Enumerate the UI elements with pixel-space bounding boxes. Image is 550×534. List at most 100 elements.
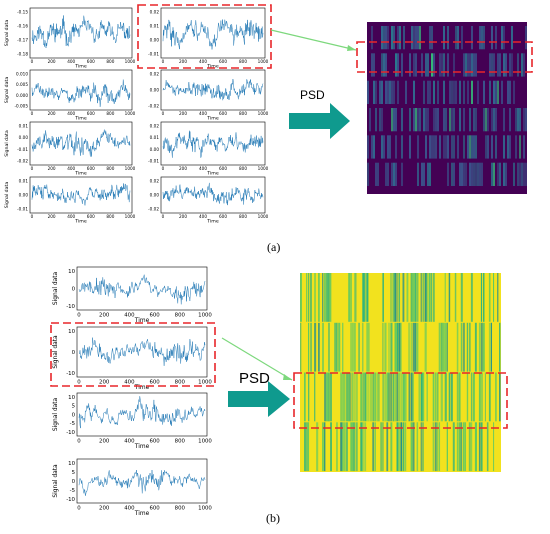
heat-cell xyxy=(433,53,435,77)
heat-cell xyxy=(308,422,310,472)
heat-cell xyxy=(420,422,423,472)
heat-cell xyxy=(394,273,397,322)
heat-cell xyxy=(413,53,415,77)
heat-cell xyxy=(449,108,451,132)
x-tick-label: 0 xyxy=(77,379,81,385)
heat-cell xyxy=(470,422,473,472)
heat-cell xyxy=(379,80,381,104)
heat-cell xyxy=(495,372,497,422)
heat-cell xyxy=(401,108,403,132)
heat-cell xyxy=(348,273,351,322)
y-tick-label: -10 xyxy=(66,497,75,503)
heat-cell xyxy=(395,108,397,132)
heat-cell xyxy=(491,53,493,77)
heat-cell xyxy=(495,135,497,159)
heat-cell xyxy=(513,80,515,104)
heat-cell xyxy=(448,372,451,422)
signal-trace xyxy=(162,182,264,206)
heat-cell xyxy=(469,108,471,132)
heat-cell xyxy=(404,422,407,472)
heat-cell xyxy=(342,422,344,472)
x-axis-label: Time xyxy=(134,444,150,450)
x-tick-label: 800 xyxy=(175,312,186,318)
heat-cell xyxy=(362,372,364,422)
psd-arrow-b-label: PSD xyxy=(239,370,270,387)
x-tick-label: 400 xyxy=(124,505,135,511)
heat-cell xyxy=(396,322,399,372)
heat-cell xyxy=(406,273,409,322)
heat-cell xyxy=(462,422,465,472)
heat-cell xyxy=(470,372,473,422)
heat-cell xyxy=(413,80,415,104)
heat-cell xyxy=(434,372,437,422)
heat-cell xyxy=(385,53,387,77)
heat-cell xyxy=(310,322,313,372)
heat-cell xyxy=(455,26,457,50)
x-tick-label: 800 xyxy=(106,214,114,219)
heat-cell xyxy=(399,26,401,50)
y-tick-label: -0.01 xyxy=(148,51,159,56)
heat-cell xyxy=(354,372,356,422)
heat-cell xyxy=(452,422,455,472)
heat-cell xyxy=(499,162,501,186)
heat-cell xyxy=(381,53,383,77)
heat-cell xyxy=(430,273,432,322)
heat-cell xyxy=(493,108,495,132)
heat-cell xyxy=(328,322,330,372)
x-tick-label: 1000 xyxy=(125,59,136,64)
heat-cell xyxy=(511,53,513,77)
heat-cell xyxy=(350,372,352,422)
heat-cell xyxy=(402,422,405,472)
x-tick-label: 1000 xyxy=(258,166,269,171)
heat-cell xyxy=(326,372,329,422)
heat-cell xyxy=(446,322,448,372)
heat-cell xyxy=(381,26,383,50)
heat-cell xyxy=(415,26,417,50)
x-tick-label: 600 xyxy=(149,438,160,444)
heat-cell xyxy=(475,108,477,132)
heat-cell xyxy=(410,422,413,472)
heat-cell xyxy=(487,108,489,132)
heat-cell xyxy=(462,322,465,372)
a-signal-plot-1: -0.15 -0.16 -0.17 -0.180 200 400 600 800 1000 Tim… xyxy=(4,7,136,69)
heat-cell xyxy=(425,108,427,132)
heat-cell xyxy=(429,162,431,186)
heat-cell xyxy=(324,372,327,422)
heat-cell xyxy=(324,273,326,322)
heat-cell xyxy=(491,26,493,50)
heat-cell xyxy=(316,422,319,472)
heat-cell xyxy=(330,372,332,422)
heat-cell xyxy=(400,422,402,472)
y-tick-label: 0.00 xyxy=(19,135,29,140)
heat-cell xyxy=(468,422,471,472)
heat-cell xyxy=(509,53,511,77)
connector-arrowhead-a xyxy=(347,45,356,51)
heat-cell xyxy=(408,322,410,372)
heat-cell xyxy=(459,108,461,132)
x-tick-label: 800 xyxy=(106,166,114,171)
y-tick-label: -0.18 xyxy=(17,51,28,56)
x-tick-label: 800 xyxy=(175,379,186,385)
heat-cell xyxy=(308,273,310,322)
heat-cell xyxy=(493,53,495,77)
heat-cell xyxy=(523,108,525,132)
heat-cell xyxy=(471,135,473,159)
heat-cell xyxy=(354,273,357,322)
heat-cell xyxy=(478,422,481,472)
heat-cell xyxy=(509,80,511,104)
heat-cell xyxy=(376,372,379,422)
plot-frame xyxy=(76,458,208,504)
x-axis-label: Time xyxy=(206,63,219,69)
y-axis-label: Signal data xyxy=(4,130,10,157)
heat-cell xyxy=(473,162,475,186)
heat-cell xyxy=(375,162,377,186)
x-tick-label: 400 xyxy=(67,111,75,116)
connector-line-b xyxy=(221,337,293,381)
signal-trace xyxy=(78,396,206,429)
heat-cell xyxy=(465,53,467,77)
heat-cell xyxy=(417,162,419,186)
heat-cell xyxy=(409,135,411,159)
heat-cell xyxy=(398,322,401,372)
heat-cell xyxy=(390,422,393,472)
heat-cell xyxy=(344,372,346,422)
